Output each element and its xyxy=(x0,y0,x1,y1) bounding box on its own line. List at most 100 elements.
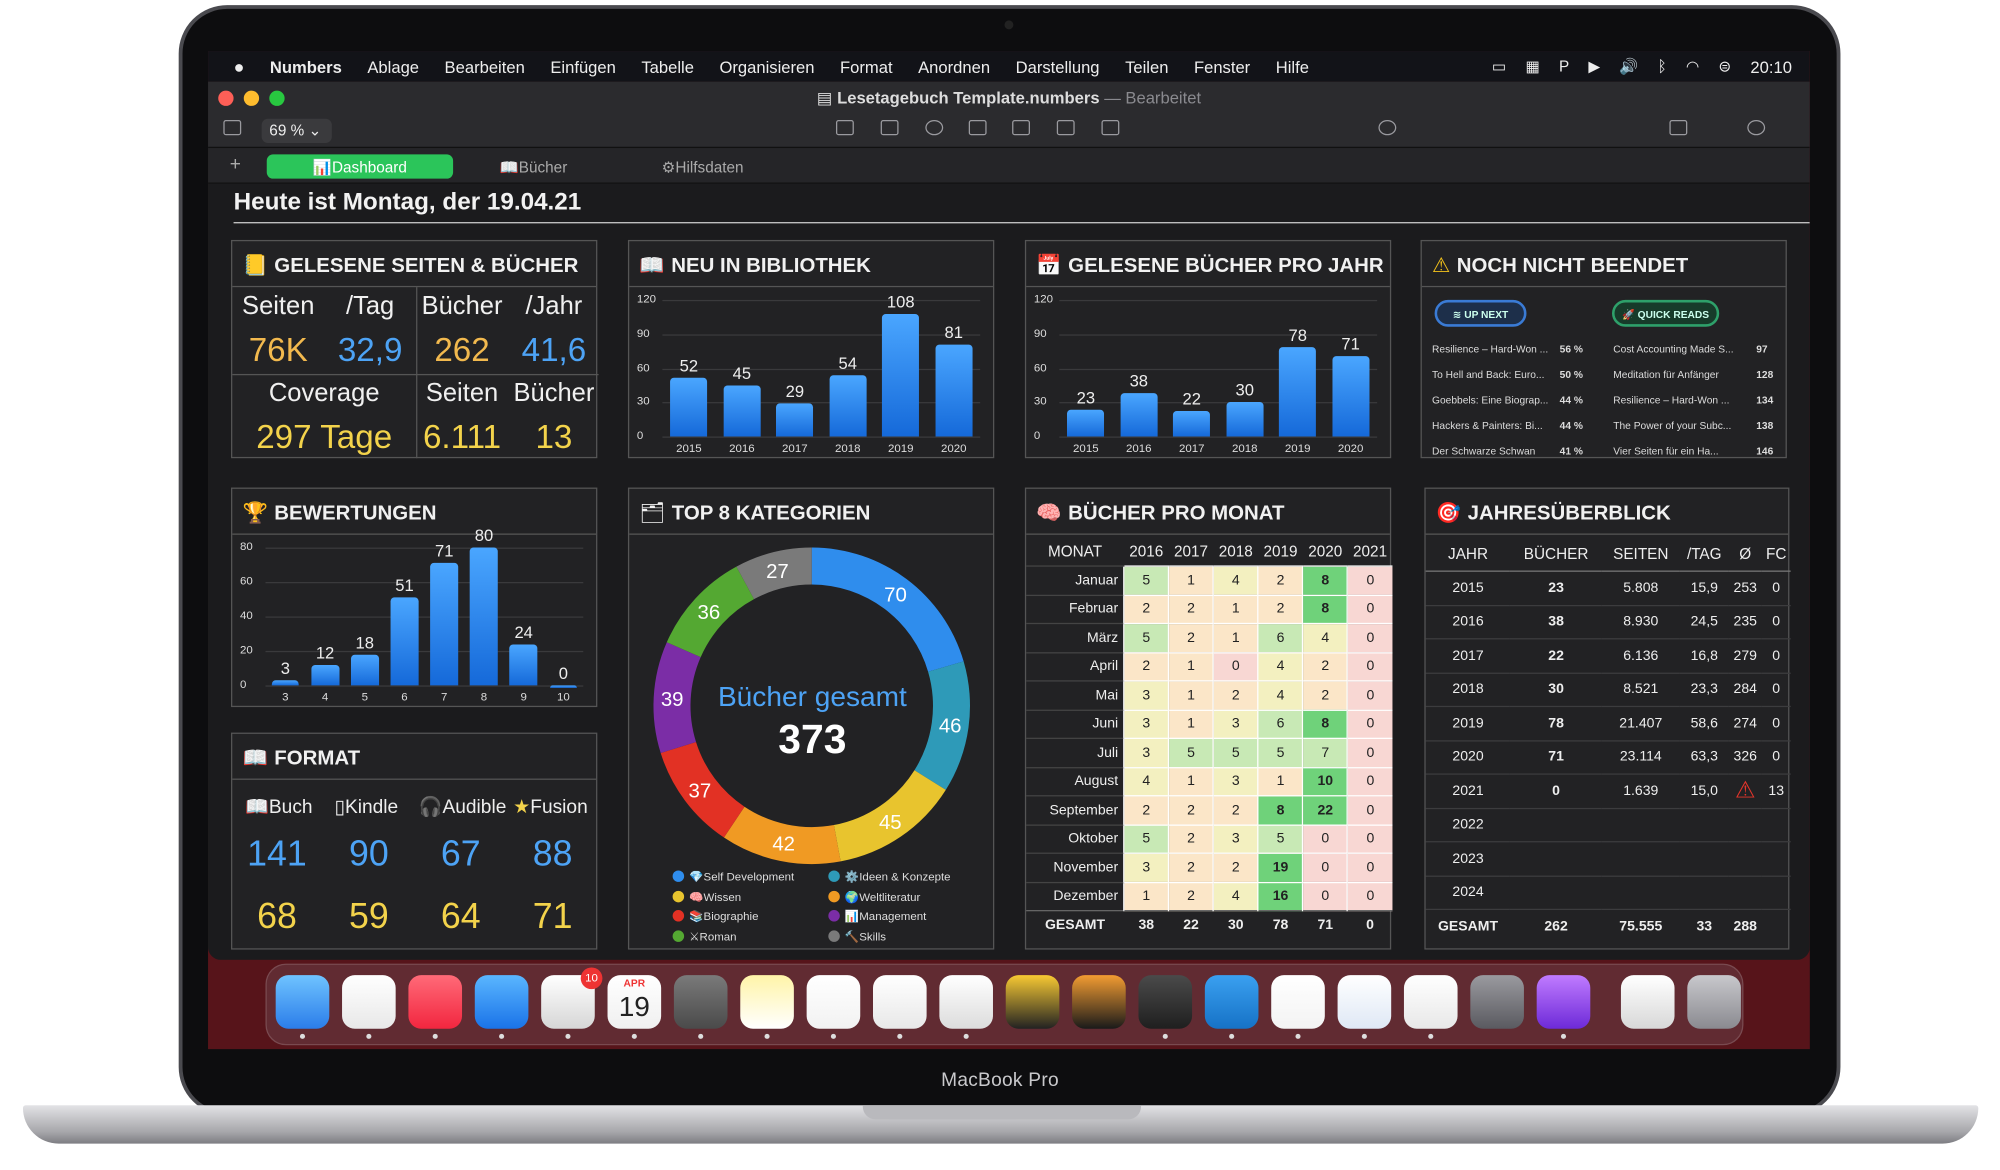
year-value: 5.808 xyxy=(1601,571,1680,606)
totals-row: GESAMT 38 22 30 78 71 0 xyxy=(1026,910,1393,940)
zoom-button[interactable] xyxy=(269,90,285,106)
calculator-icon[interactable] xyxy=(1138,975,1193,1029)
textedit-icon[interactable] xyxy=(1403,975,1458,1029)
menu-item[interactable]: Bearbeiten xyxy=(444,56,525,76)
data-label: 12 xyxy=(315,643,335,663)
menu-item[interactable]: Darstellung xyxy=(1015,56,1100,76)
media-icon[interactable] xyxy=(1056,119,1075,136)
comment-icon[interactable] xyxy=(1101,119,1120,136)
add-sheet-button[interactable]: + xyxy=(229,153,241,175)
table-row: Dezember 1 2 4 16 0 0 xyxy=(1026,881,1393,911)
menu-item[interactable]: Organisieren xyxy=(719,56,815,76)
sidebar-icon[interactable] xyxy=(223,119,242,136)
play-icon[interactable]: ▶ xyxy=(1588,57,1601,76)
chart-icon[interactable] xyxy=(925,119,944,136)
music-icon[interactable] xyxy=(408,975,463,1029)
up-next-pill[interactable]: ≋ UP NEXT xyxy=(1434,299,1527,327)
year-value: 2023 xyxy=(1425,841,1511,877)
chrome-icon[interactable] xyxy=(342,975,396,1029)
menu-item[interactable]: Tabelle xyxy=(641,56,694,76)
cloud-icon[interactable] xyxy=(673,975,728,1029)
tab-buecher[interactable]: 📖Bücher xyxy=(463,154,603,178)
tab-hilfsdaten[interactable]: ⚙Hilfsdaten xyxy=(629,154,776,178)
menu-item[interactable]: Teilen xyxy=(1125,56,1169,76)
tes-icon[interactable] xyxy=(1005,975,1060,1029)
quick-read-title[interactable]: Vier Seiten für ein Ha... xyxy=(1613,445,1719,457)
menu-item[interactable]: Einfügen xyxy=(550,56,616,76)
y-tick-label: 120 xyxy=(1033,292,1054,306)
zoom-select[interactable]: 69 % ⌄ xyxy=(261,118,332,143)
legend-item: 💎Self Development xyxy=(672,870,794,884)
edit-status: Bearbeitet xyxy=(1125,88,1202,108)
year-value xyxy=(1728,841,1762,877)
tab-dashboard[interactable]: 📊Dashboard xyxy=(266,154,454,179)
card-title: 📖 NEU IN BIBLIOTHEK xyxy=(629,241,993,288)
menu-item[interactable]: Hilfe xyxy=(1275,56,1309,76)
keynote-icon[interactable] xyxy=(939,975,993,1029)
card-gelesene-buecher-pro-jahr: 📅 GELESENE BÜCHER PRO JAHR 0 30 60 90 120 23 20… xyxy=(1024,239,1392,459)
downloads-icon[interactable] xyxy=(1620,975,1675,1029)
quick-read-title[interactable]: The Power of your Subc... xyxy=(1613,419,1732,432)
insert-icon[interactable] xyxy=(835,119,854,136)
menu-app-name[interactable]: Numbers xyxy=(269,56,342,76)
text-icon[interactable] xyxy=(968,119,987,136)
calendar-icon[interactable]: APR 19 xyxy=(607,975,662,1029)
toggle-icon[interactable]: ▭ xyxy=(1491,57,1507,76)
year-value: 2019 xyxy=(1425,706,1511,741)
omnifocus-icon[interactable]: 10 xyxy=(541,967,603,1029)
mail-icon[interactable] xyxy=(474,975,529,1029)
kindle-icon: ▯ xyxy=(334,796,345,819)
bluetooth-icon[interactable]: ᛒ xyxy=(1657,57,1667,76)
notes-icon[interactable] xyxy=(740,975,794,1029)
trash-icon[interactable] xyxy=(1687,975,1741,1029)
zoom-value: 69 % xyxy=(269,121,305,140)
table-icon[interactable] xyxy=(880,119,899,136)
quick-read-title[interactable]: Resilience – Hard-Won ... xyxy=(1613,394,1730,406)
total-value: 262 xyxy=(1510,908,1602,944)
menu-item[interactable]: Ablage xyxy=(367,56,420,76)
running-indicator xyxy=(1428,1033,1434,1039)
clock[interactable]: 20:10 xyxy=(1750,56,1792,76)
year-value: 58,6 xyxy=(1679,706,1729,741)
unfinished-book-title[interactable]: Goebbels: Eine Biograp... xyxy=(1432,394,1549,406)
numbers-icon[interactable] xyxy=(873,975,927,1029)
year-value xyxy=(1728,807,1762,843)
collaborate-icon[interactable] xyxy=(1378,119,1397,136)
menu-item[interactable]: Format xyxy=(840,56,893,76)
apple-icon[interactable]: ● xyxy=(233,56,245,77)
unfinished-book-title[interactable]: Hackers & Painters: Bi... xyxy=(1432,419,1543,432)
shape-icon[interactable] xyxy=(1012,119,1030,136)
star-icon: ★ xyxy=(513,796,531,819)
format-icon[interactable] xyxy=(1669,119,1688,136)
p-icon[interactable]: P xyxy=(1559,57,1570,76)
organize-icon[interactable] xyxy=(1747,119,1766,136)
month-value: 2 xyxy=(1212,852,1259,882)
window-icon[interactable]: ▦ xyxy=(1525,57,1540,76)
unfinished-book-title[interactable]: To Hell and Back: Euro... xyxy=(1432,368,1545,381)
data-label: 18 xyxy=(355,632,375,652)
affinity-icon[interactable] xyxy=(1536,975,1591,1029)
quick-read-title[interactable]: Meditation für Anfänger xyxy=(1613,368,1719,381)
data-label: 23 xyxy=(1076,388,1096,408)
unfinished-book-title[interactable]: Resilience – Hard-Won ... xyxy=(1432,343,1549,355)
settings-icon[interactable] xyxy=(1470,975,1524,1029)
finder-icon[interactable] xyxy=(275,975,330,1029)
quick-read-title[interactable]: Cost Accounting Made S... xyxy=(1613,343,1734,355)
close-button[interactable] xyxy=(218,90,234,106)
unfinished-book-title[interactable]: Der Schwarze Schwan xyxy=(1432,445,1536,457)
volume-icon[interactable]: 🔊 xyxy=(1619,57,1639,76)
photos-icon[interactable] xyxy=(1271,975,1325,1029)
data-label: 78 xyxy=(1288,326,1307,346)
control-center-icon[interactable]: ⊜ xyxy=(1718,57,1732,76)
outline-icon[interactable] xyxy=(1072,975,1126,1029)
minimize-button[interactable] xyxy=(243,90,260,106)
x-tick-label: 8 xyxy=(480,690,488,704)
quick-reads-pill[interactable]: 🚀 QUICK READS xyxy=(1611,299,1720,327)
preview-icon[interactable] xyxy=(1337,975,1392,1029)
menu-item[interactable]: Anordnen xyxy=(918,56,991,76)
menu-item[interactable]: Fenster xyxy=(1193,56,1251,76)
pages-icon[interactable] xyxy=(806,975,861,1029)
vscode-icon[interactable] xyxy=(1204,975,1259,1029)
wifi-icon[interactable]: ◠ xyxy=(1685,57,1700,76)
x-tick-label: 2020 xyxy=(940,441,967,455)
